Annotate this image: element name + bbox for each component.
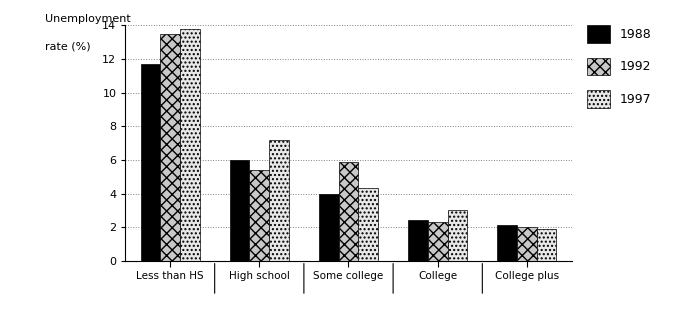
Legend: 1988, 1992, 1997: 1988, 1992, 1997 — [582, 20, 657, 113]
Bar — [498, 225, 517, 261]
Bar — [447, 210, 467, 261]
Bar — [358, 189, 378, 261]
Text: Unemployment: Unemployment — [45, 14, 131, 24]
Bar — [230, 160, 250, 261]
Bar — [537, 229, 556, 261]
Bar — [250, 170, 269, 261]
Bar — [339, 162, 358, 261]
Bar — [428, 222, 447, 261]
Bar — [141, 64, 160, 261]
Bar — [408, 220, 428, 261]
Bar — [269, 140, 289, 261]
Bar — [517, 227, 537, 261]
Bar — [319, 194, 339, 261]
Text: rate (%): rate (%) — [45, 42, 91, 52]
Bar — [160, 34, 180, 261]
Bar — [180, 29, 199, 261]
